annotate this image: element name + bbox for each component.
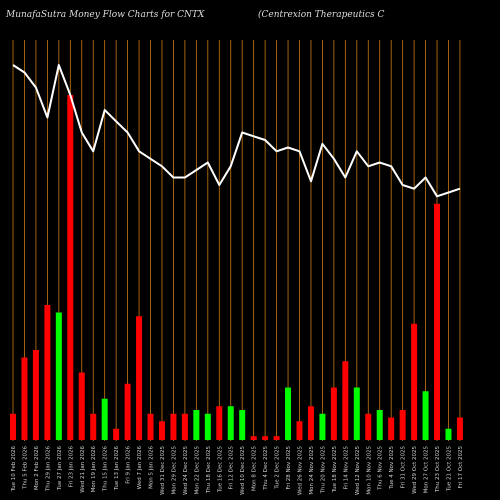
money-flow-bar	[216, 406, 223, 440]
money-flow-bar	[353, 387, 360, 440]
x-tick-label: Fri 17 Oct 2025	[458, 446, 464, 489]
x-axis-labels: Tue 10 Feb 2026 Thu 5 Feb 2026 Mon 2 Feb 2…	[11, 446, 464, 495]
money-flow-bar	[170, 413, 177, 440]
money-flow-bars	[10, 95, 463, 440]
money-flow-bar	[90, 413, 97, 440]
x-tick-label: Tue 18 Nov 2025	[332, 446, 338, 494]
money-flow-bar	[456, 417, 463, 440]
money-flow-bar	[124, 383, 131, 440]
money-flow-bar	[204, 413, 211, 440]
money-flow-bar	[21, 357, 28, 440]
money-flow-bar	[285, 387, 292, 440]
money-flow-bar	[101, 398, 108, 440]
x-tick-label: Wed 31 Dec 2025	[160, 446, 166, 495]
money-flow-bar	[55, 312, 62, 440]
x-tick-label: Mon 29 Dec 2025	[171, 446, 177, 495]
money-flow-bar	[32, 350, 39, 440]
x-tick-label: Mon 27 Oct 2025	[424, 446, 430, 494]
x-tick-label: Fri 23 Jan 2026	[68, 446, 74, 488]
x-tick-label: Wed 26 Nov 2025	[298, 446, 304, 495]
x-tick-label: Fri 12 Dec 2025	[229, 446, 235, 490]
chart-title: MunafaSutra Money Flow Charts for CNTX	[6, 10, 205, 20]
x-tick-label: Wed 12 Nov 2025	[355, 446, 361, 495]
money-flow-bar	[434, 203, 441, 440]
x-tick-label: Tue 27 Jan 2026	[57, 446, 63, 492]
money-flow-bar	[445, 428, 452, 440]
x-tick-label: Tue 21 Oct 2025	[446, 446, 452, 493]
money-flow-bar	[250, 436, 257, 440]
x-tick-label: Thu 6 Nov 2025	[378, 446, 384, 491]
x-tick-label: Thu 18 Dec 2025	[206, 446, 212, 495]
x-tick-label: Wed 21 Jan 2026	[80, 446, 86, 493]
x-tick-label: Wed 7 Jan 2026	[137, 446, 143, 490]
x-tick-label: Tue 16 Dec 2025	[217, 446, 223, 494]
money-flow-bar	[158, 421, 165, 440]
money-flow-bar	[193, 410, 200, 440]
x-tick-label: Wed 29 Oct 2025	[412, 446, 418, 494]
money-flow-bar	[376, 410, 383, 440]
money-flow-bar	[319, 413, 326, 440]
money-flow-bar	[422, 391, 429, 440]
x-tick-label: Mon 5 Jan 2026	[149, 446, 155, 489]
x-tick-label: Tue 10 Feb 2026	[11, 446, 17, 493]
money-flow-bar	[44, 305, 51, 440]
money-flow-bar	[330, 387, 337, 440]
x-tick-label: Wed 10 Dec 2025	[240, 446, 246, 495]
money-flow-bar	[113, 428, 120, 440]
x-tick-label: Mon 19 Jan 2026	[91, 446, 97, 493]
money-flow-bar	[411, 323, 418, 440]
x-tick-label: Mon 8 Dec 2025	[252, 446, 258, 491]
money-flow-bar	[147, 413, 154, 440]
chart-subtitle: (Centrexion Therapeutics C	[258, 10, 385, 20]
money-flow-bar	[78, 372, 85, 440]
money-flow-bar	[365, 413, 372, 440]
price-line	[12, 64, 461, 198]
x-tick-label: Tue 2 Dec 2025	[275, 446, 281, 490]
price-line-path	[12, 64, 461, 198]
x-tick-label: Mon 24 Nov 2025	[309, 446, 315, 495]
money-flow-bar	[399, 410, 406, 440]
x-tick-label: Thu 5 Feb 2026	[22, 446, 28, 490]
x-tick-label: Mon 22 Dec 2025	[194, 446, 200, 495]
money-flow-bar	[136, 316, 143, 440]
x-tick-label: Fri 14 Nov 2025	[343, 446, 349, 490]
money-flow-bar	[10, 413, 16, 440]
x-tick-label: Tue 13 Jan 2026	[114, 446, 120, 492]
x-tick-label: Thu 29 Jan 2026	[45, 446, 51, 493]
money-flow-bar	[262, 436, 269, 440]
money-flow-bar	[307, 406, 314, 440]
x-tick-label: Wed 24 Dec 2025	[183, 446, 189, 495]
money-flow-bar	[67, 95, 74, 440]
x-tick-label: Thu 15 Jan 2026	[103, 446, 109, 493]
x-tick-label: Tue 4 Nov 2025	[389, 446, 395, 490]
money-flow-bar	[227, 406, 234, 440]
money-flow-bar	[296, 421, 303, 440]
x-tick-label: Thu 4 Dec 2025	[263, 446, 269, 491]
money-flow-bar	[273, 436, 280, 440]
x-tick-label: Mon 2 Feb 2026	[34, 446, 40, 491]
x-tick-label: Mon 10 Nov 2025	[366, 446, 372, 495]
x-tick-label: Thu 23 Oct 2025	[435, 446, 441, 494]
money-flow-bar	[239, 410, 246, 440]
x-tick-label: Fri 31 Oct 2025	[401, 446, 407, 489]
money-flow-bar	[181, 413, 188, 440]
x-tick-label: Thu 20 Nov 2025	[320, 446, 326, 495]
money-flow-bar	[388, 417, 395, 440]
x-tick-label: Fri 9 Jan 2026	[126, 446, 132, 484]
money-flow-bar	[342, 361, 349, 440]
x-tick-label: Fri 28 Nov 2025	[286, 446, 292, 490]
